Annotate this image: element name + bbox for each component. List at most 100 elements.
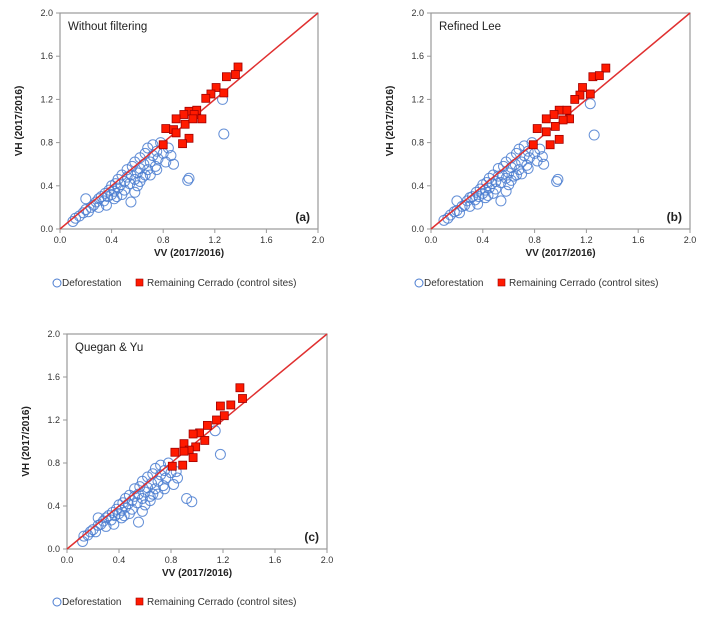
- y-tick-label: 1.2: [40, 94, 53, 104]
- y-tick-label: 0.4: [47, 501, 60, 511]
- y-tick-label: 2.0: [411, 8, 424, 18]
- scatter-panel-c: 0.0 0.4 0.8 1.2 1.6 2.0 0.0 0.4 0.8 1.2 1.6 2.0 VV (…: [21, 329, 333, 608]
- deforestation-point: [111, 191, 123, 203]
- deforestation-point: [214, 448, 226, 460]
- deforestation-point: [479, 192, 491, 204]
- deforestation-point: [136, 505, 148, 517]
- y-tick-label: 0.8: [47, 458, 60, 468]
- deforestation-point: [482, 190, 494, 202]
- x-axis-title: VV (2017/2016): [162, 568, 232, 579]
- x-tick-label: 2.0: [321, 555, 334, 565]
- deforestation-point: [218, 128, 230, 140]
- deforestation-point: [472, 198, 484, 210]
- deforestation-point: [159, 483, 170, 495]
- cerrado-point: [238, 394, 247, 403]
- legend-deforestation-icon: [52, 597, 62, 607]
- deforestation-point: [510, 169, 522, 181]
- legend-deforestation-label: Deforestation: [62, 597, 121, 608]
- deforestation-point: [108, 193, 120, 205]
- deforestation-point: [500, 185, 512, 197]
- cerrado-point: [197, 114, 207, 124]
- legend-deforestation-label: Deforestation: [424, 278, 483, 289]
- cerrado-point: [601, 63, 611, 73]
- cerrado-point: [211, 83, 221, 92]
- deforestation-point: [144, 169, 156, 181]
- cerrado-point: [541, 127, 551, 137]
- cerrado-point: [179, 446, 189, 456]
- deforestation-point: [165, 150, 177, 162]
- y-tick-label: 1.6: [411, 51, 424, 61]
- cerrado-point: [558, 115, 568, 125]
- legend-deforestation-label: Deforestation: [62, 278, 121, 289]
- y-tick-label: 0.0: [40, 224, 53, 234]
- identity-line: [66, 333, 328, 550]
- deforestation-point: [149, 483, 161, 495]
- cerrado-point: [212, 415, 221, 425]
- y-tick-label: 0.8: [411, 138, 424, 148]
- deforestation-point: [112, 182, 124, 194]
- deforestation-point: [466, 191, 478, 203]
- cerrado-point: [545, 140, 555, 150]
- cerrado-point: [167, 461, 177, 471]
- panel-label: (c): [304, 530, 319, 544]
- cerrado-point: [158, 140, 168, 150]
- y-tick-label: 0.0: [411, 224, 424, 234]
- cerrado-point: [562, 105, 572, 115]
- y-tick-label: 2.0: [40, 8, 53, 18]
- deforestation-point: [116, 512, 128, 524]
- cerrado-point: [549, 110, 559, 119]
- deforestation-point: [108, 518, 120, 530]
- y-axis-title: VH (2017/2016): [21, 406, 32, 477]
- deforestation-point: [490, 175, 502, 187]
- x-tick-label: 1.6: [632, 235, 645, 245]
- deforestation-point: [453, 207, 465, 219]
- y-tick-label: 2.0: [47, 329, 60, 339]
- deforestation-point: [588, 129, 600, 141]
- cerrado-point: [188, 453, 198, 463]
- x-tick-label: 1.6: [260, 235, 273, 245]
- x-tick-label: 0.0: [425, 235, 438, 245]
- deforestation-point: [182, 174, 194, 186]
- x-tick-label: 0.8: [157, 235, 170, 245]
- deforestation-point: [473, 191, 485, 203]
- cerrado-point: [161, 124, 171, 133]
- cerrado-point: [170, 447, 180, 457]
- cerrado-point: [570, 95, 580, 104]
- legend-deforestation-icon: [414, 278, 424, 288]
- deforestation-point: [168, 479, 180, 490]
- cerrado-point: [219, 411, 229, 421]
- deforestation-point: [139, 169, 151, 181]
- deforestation-point: [136, 492, 148, 504]
- cerrado-point: [585, 89, 595, 99]
- deforestation-point: [500, 172, 512, 184]
- deforestation-point: [495, 195, 507, 207]
- deforestation-point: [584, 98, 596, 110]
- deforestation-point: [147, 139, 159, 151]
- cerrado-point: [171, 128, 181, 138]
- deforestation-point: [84, 526, 96, 538]
- x-tick-label: 2.0: [684, 235, 697, 245]
- y-tick-label: 1.2: [411, 94, 424, 104]
- deforestation-point: [186, 496, 198, 508]
- cerrado-point: [532, 124, 542, 133]
- x-tick-label: 0.4: [113, 555, 126, 565]
- deforestation-point: [536, 151, 548, 163]
- cerrado-point: [171, 114, 181, 124]
- y-tick-label: 1.2: [47, 415, 60, 425]
- y-axis-title: VH (2017/2016): [14, 86, 25, 157]
- y-tick-label: 0.0: [47, 544, 60, 554]
- deforestation-point: [552, 173, 564, 185]
- deforestation-point: [538, 158, 550, 170]
- cerrado-point: [219, 88, 229, 98]
- legend: Deforestation Remaining Cerrado (control …: [414, 278, 659, 289]
- deforestation-point: [133, 516, 144, 528]
- cerrado-point: [179, 110, 189, 119]
- scatter-panel-b: 0.0 0.4 0.8 1.2 1.6 2.0 0.0 0.4 0.8 1.2 1.6 2.0 VV (…: [385, 8, 696, 289]
- x-tick-label: 1.2: [209, 235, 222, 245]
- deforestation-point: [120, 501, 131, 513]
- cerrado-point: [222, 72, 231, 82]
- legend-deforestation-icon: [52, 278, 62, 288]
- y-tick-label: 1.6: [47, 372, 60, 382]
- x-tick-label: 1.2: [580, 235, 593, 245]
- deforestation-point: [129, 186, 141, 198]
